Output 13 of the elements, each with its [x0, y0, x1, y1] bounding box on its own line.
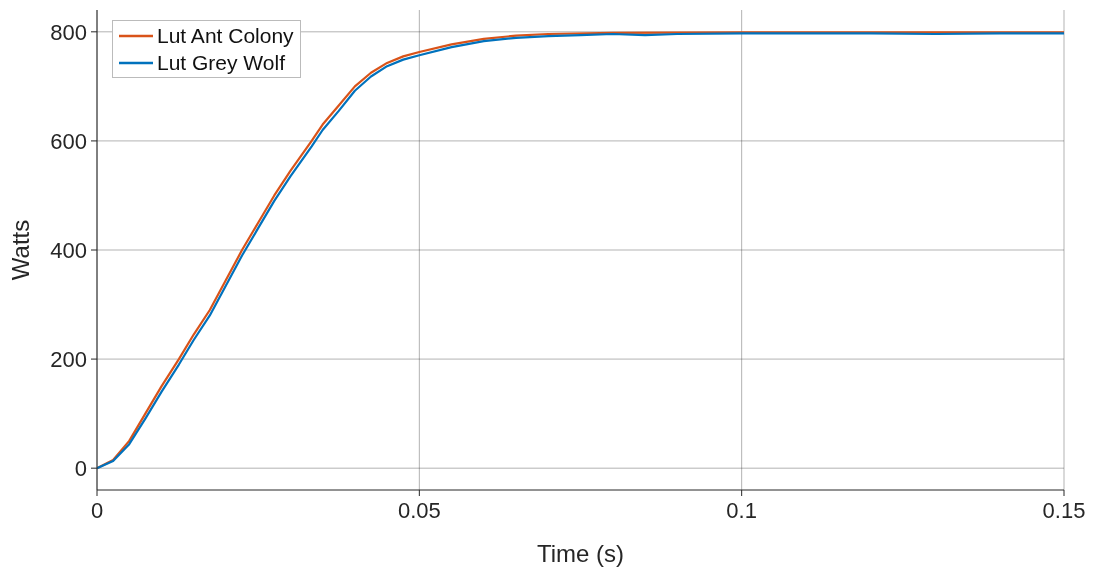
y-tick-label: 200 — [50, 346, 87, 372]
x-axis-title: Time (s) — [536, 540, 625, 567]
x-tick-label: 0 — [90, 497, 104, 523]
y-tick-label: 0 — [74, 455, 87, 481]
x-tick-label: 0.1 — [726, 497, 757, 523]
legend-label: Lut Grey Wolf — [157, 50, 285, 76]
x-tick-label: 0.15 — [1042, 497, 1086, 523]
y-tick-label: 800 — [50, 19, 87, 45]
y-tick-label: 600 — [50, 128, 87, 154]
y-axis-title: Watts — [6, 219, 34, 281]
legend-label: Lut Ant Colony — [157, 23, 294, 49]
y-tick-label: 400 — [50, 237, 87, 263]
x-tick-label: 0.05 — [397, 497, 441, 523]
